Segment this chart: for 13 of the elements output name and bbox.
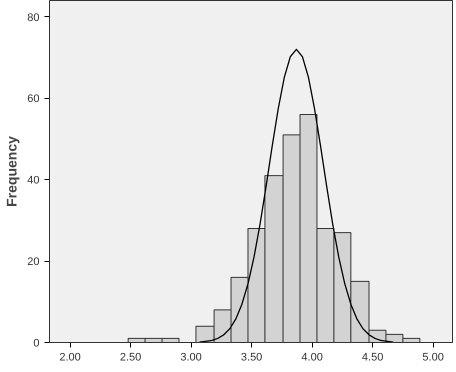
x-tick-label: 3.00: [180, 352, 202, 364]
x-tick-label: 2.00: [59, 352, 81, 364]
x-tick-label: 2.50: [120, 352, 142, 364]
y-axis-title: Frequency: [3, 136, 20, 207]
y-tick-label: 40: [27, 174, 40, 187]
y-tick-label: 80: [27, 12, 40, 24]
x-tick-label: 4.00: [301, 352, 323, 364]
y-tick-label: 60: [27, 93, 40, 106]
x-tick-label: 5.00: [422, 352, 444, 364]
y-tick-label: 20: [27, 256, 40, 268]
x-tick-label: 4.50: [362, 352, 384, 364]
y-tick-label: 0: [33, 338, 40, 350]
x-tick-label: 3.50: [240, 352, 262, 364]
